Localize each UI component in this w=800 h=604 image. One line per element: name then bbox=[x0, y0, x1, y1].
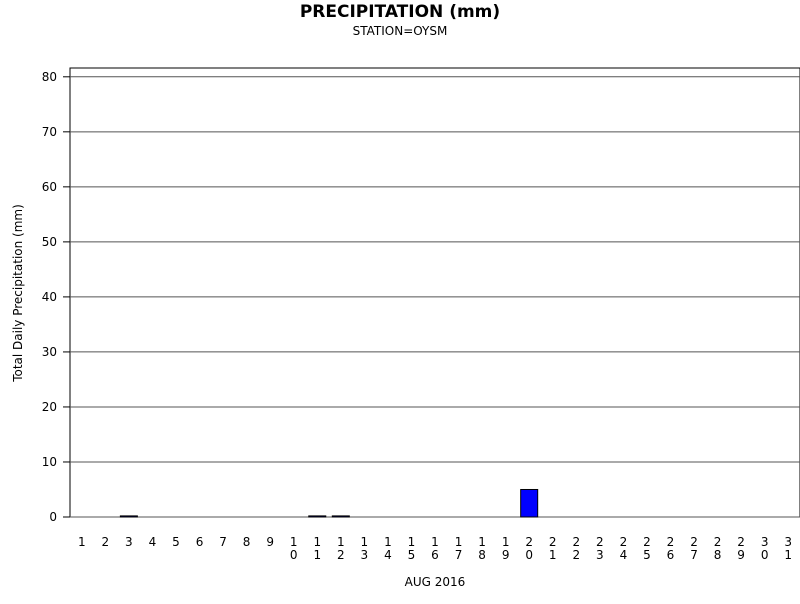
y-tick-label: 0 bbox=[49, 510, 57, 524]
chart-subtitle: STATION=OYSM bbox=[353, 24, 448, 38]
x-tick-label: 5 bbox=[172, 535, 180, 549]
bar bbox=[331, 515, 350, 518]
bar bbox=[119, 515, 138, 518]
x-tick-label: 6 bbox=[196, 535, 204, 549]
y-tick-label: 70 bbox=[42, 125, 57, 139]
y-tick-label: 50 bbox=[42, 235, 57, 249]
x-tick-label: 7 bbox=[219, 535, 227, 549]
plot-frame bbox=[69, 67, 800, 518]
x-axis-label: AUG 2016 bbox=[405, 575, 466, 589]
y-tick-label: 60 bbox=[42, 180, 57, 194]
y-tick-label: 20 bbox=[42, 400, 57, 414]
y-axis-label: Total Daily Precipitation (mm) bbox=[11, 204, 25, 383]
y-tick-label: 80 bbox=[42, 70, 57, 84]
x-tick-label: 8 bbox=[243, 535, 251, 549]
bar bbox=[520, 488, 539, 518]
chart-title: PRECIPITATION (mm) bbox=[300, 2, 500, 22]
y-tick-label: 10 bbox=[42, 455, 57, 469]
x-tick-label: 9 bbox=[266, 535, 274, 549]
x-tick-label: 3 bbox=[125, 535, 133, 549]
x-tick-label: 2 bbox=[102, 535, 110, 549]
y-tick-label: 30 bbox=[42, 345, 57, 359]
bar bbox=[308, 515, 327, 518]
y-tick-label: 40 bbox=[42, 290, 57, 304]
x-tick-label: 1 bbox=[78, 535, 86, 549]
x-tick-label: 4 bbox=[149, 535, 157, 549]
